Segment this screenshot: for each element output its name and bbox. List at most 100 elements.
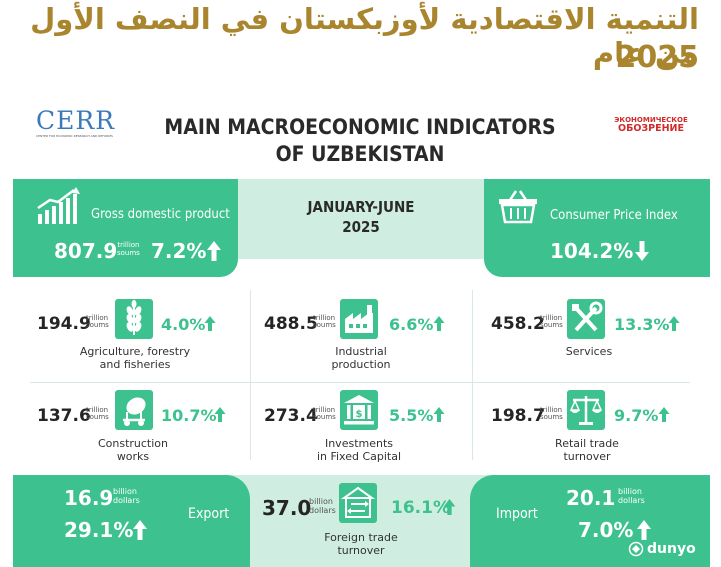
- sector-industry-caption-line2: production: [331, 358, 391, 371]
- import-pct: 7.0%: [578, 518, 634, 542]
- trade-pct: 16.1%: [391, 498, 450, 518]
- export-value: 16.9: [64, 486, 114, 510]
- grid-divider-h: [30, 382, 690, 383]
- sector-investments-unit: trillion soums: [313, 407, 336, 421]
- sector-services-caption: Services: [514, 345, 664, 358]
- export-unit-line1: billion: [113, 487, 137, 496]
- export-unit-line2: dollars: [113, 496, 140, 505]
- sector-construction-caption-line1: Construction: [97, 437, 169, 450]
- import-unit-line1: billion: [618, 487, 642, 496]
- gdp-pct: 7.2%: [151, 239, 207, 263]
- export-panel: [13, 475, 250, 567]
- sector-agri-unit: trillion soums: [86, 315, 109, 329]
- trade-unit-line1: billion: [309, 497, 333, 506]
- sector-construction-pct: 10.7%: [161, 406, 217, 425]
- gdp-unit-line1: trillion: [117, 241, 140, 249]
- import-unit-line2: dollars: [618, 496, 645, 505]
- period-band: [236, 179, 486, 259]
- gdp-arrow-up-icon: [207, 241, 221, 261]
- sector-agri-caption-line2: and fisheries: [99, 358, 171, 371]
- import-label: Import: [496, 506, 538, 522]
- arabic-year: 2025: [615, 40, 700, 75]
- export-unit: billion dollars: [113, 487, 140, 505]
- sector-industry-unit: trillion soums: [313, 315, 336, 329]
- sector-investments-unit-line2: soums: [313, 413, 336, 421]
- sector-retail-caption-line2: turnover: [563, 450, 611, 463]
- trade-caption: Foreign trade turnover: [286, 531, 436, 557]
- sector-investments-value: 273.4: [264, 406, 318, 426]
- import-value: 20.1: [566, 486, 616, 510]
- trade-value: 37.0: [262, 496, 312, 520]
- sector-retail-caption: Retail trade turnover: [512, 437, 662, 463]
- sector-services-pct: 13.3%: [614, 315, 670, 334]
- sector-retail-value: 198.7: [491, 406, 545, 426]
- sector-industry-caption: Industrial production: [286, 345, 436, 371]
- sector-industry-unit-line1: trillion: [313, 314, 336, 322]
- sector-investments-unit-line1: trillion: [313, 406, 336, 414]
- dunyo-text: dunyo: [647, 541, 696, 557]
- sector-investments-caption-line1: Investments: [324, 437, 394, 450]
- sector-industry-unit-line2: soums: [313, 321, 336, 329]
- arabic-title: التنمية الاقتصادية لأوزبكستان في النصف ا…: [30, 2, 699, 70]
- page-title-line1: MAIN MACROECONOMIC INDICATORS: [164, 115, 556, 139]
- sector-investments-caption-line2: in Fixed Capital: [316, 450, 402, 463]
- export-label: Export: [188, 506, 230, 522]
- sector-industry-tile: [340, 299, 378, 339]
- sector-retail-unit-line2: soums: [540, 413, 563, 421]
- page-title-line2: OF UZBEKISTAN: [275, 142, 445, 166]
- sector-agri-unit-line1: trillion: [86, 314, 109, 322]
- sector-retail-unit: trillion soums: [540, 407, 563, 421]
- period-label: JANUARY-JUNE 2025: [236, 197, 486, 237]
- dunyo-logo-icon: [628, 541, 644, 557]
- sector-agri-unit-line2: soums: [86, 321, 109, 329]
- sector-industry-value: 488.5: [264, 314, 318, 334]
- trade-unit-line2: dollars: [309, 506, 336, 515]
- cpi-pct: 104.2%: [550, 239, 634, 263]
- svg-text:$: $: [356, 409, 363, 420]
- tools-icon: [572, 301, 603, 332]
- sector-investments-arrow-up-icon: [433, 407, 445, 422]
- import-panel: [470, 475, 710, 567]
- sector-industry-arrow-up-icon: [433, 316, 445, 331]
- period-line1: JANUARY-JUNE: [307, 198, 415, 216]
- sector-agri-tile: [115, 299, 153, 339]
- exchange-icon: [340, 486, 376, 518]
- sector-construction-unit-line1: trillion: [86, 406, 109, 414]
- gdp-label: Gross domestic product: [91, 207, 230, 222]
- scales-icon: [569, 396, 603, 425]
- cpi-arrow-down-icon: [635, 241, 649, 261]
- sector-investments-tile: $: [340, 390, 378, 430]
- sector-agri-pct: 4.0%: [161, 315, 206, 334]
- sector-services-tile: [567, 299, 605, 339]
- gdp-unit-line2: soums: [117, 249, 140, 257]
- sector-services-arrow-up-icon: [668, 316, 680, 331]
- export-pct: 29.1%: [64, 518, 134, 542]
- cerr-logo-sub: CENTER FOR ECONOMIC RESEARCH AND REFORMS: [36, 134, 113, 138]
- grid-divider-v1: [250, 290, 251, 460]
- sector-construction-caption: Construction works: [58, 437, 208, 463]
- sector-investments-pct: 5.5%: [389, 406, 434, 425]
- grid-divider-v2: [472, 290, 473, 460]
- sector-construction-arrow-up-icon: [214, 407, 226, 422]
- dunyo-watermark: dunyo: [628, 541, 696, 557]
- page-title: MAIN MACROECONOMIC INDICATORS OF UZBEKIS…: [150, 114, 570, 168]
- cerr-logo-text: CERR: [36, 106, 116, 135]
- sector-construction-tile: [115, 390, 153, 430]
- sector-industry-caption-line1: Industrial: [335, 345, 387, 358]
- sector-investments-caption: Investments in Fixed Capital: [284, 437, 434, 463]
- sector-agri-caption-line1: Agriculture, forestry: [79, 345, 191, 358]
- sector-agri-value: 194.9: [37, 314, 91, 334]
- sector-services-unit: trillion soums: [540, 315, 563, 329]
- sector-agri-arrow-up-icon: [204, 316, 216, 331]
- sector-services-value: 458.2: [491, 314, 545, 334]
- sector-industry-pct: 6.6%: [389, 315, 434, 334]
- import-unit: billion dollars: [618, 487, 645, 505]
- sector-services-unit-line2: soums: [540, 321, 563, 329]
- export-arrow-up-icon: [133, 520, 147, 540]
- import-arrow-up-icon: [637, 520, 651, 540]
- sector-retail-unit-line1: trillion: [540, 406, 563, 414]
- trade-caption-line1: Foreign trade: [324, 531, 398, 544]
- trade-unit: billion dollars: [309, 497, 336, 515]
- concrete-mixer-icon: [123, 397, 146, 426]
- chart-growth-icon: [37, 187, 80, 224]
